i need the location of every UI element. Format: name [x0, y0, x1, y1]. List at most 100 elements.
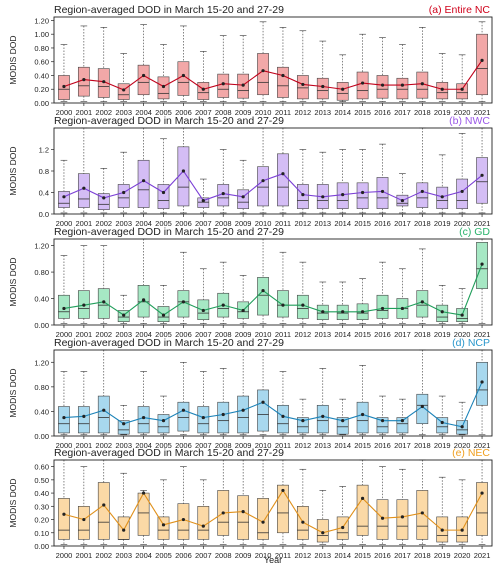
y-tick-label: 0.10 — [34, 529, 49, 538]
y-tick-label: 0.00 — [34, 542, 49, 551]
mean-point — [321, 531, 325, 535]
box-2000 — [58, 406, 70, 434]
x-tick-label: 2000 — [56, 551, 73, 560]
box-2020 — [456, 178, 469, 209]
panel-title: Region-averaged DOD in March 15-20 and 2… — [54, 337, 284, 349]
x-tick-label: 2002 — [95, 551, 112, 560]
mean-point — [82, 303, 86, 307]
panel-4: Region-averaged DOD in March 15-20 and 2… — [8, 337, 493, 450]
y-tick-label: 0.80 — [34, 383, 49, 392]
mean-point — [301, 520, 305, 524]
mean-point — [141, 298, 146, 302]
box-2018 — [416, 393, 429, 425]
x-tick-label: 2012 — [295, 330, 312, 339]
x-tick-label: 2019 — [434, 108, 451, 117]
x-tick-label: 2004 — [135, 108, 152, 117]
mean-point — [82, 517, 86, 522]
mean-point — [201, 524, 205, 528]
x-tick-label: 2013 — [314, 219, 331, 228]
mean-point — [360, 412, 365, 417]
x-tick-label: 2008 — [215, 108, 232, 117]
x-tick-label: 2003 — [115, 219, 132, 228]
panel-title: Region-averaged DOD in March 15-20 and 2… — [54, 4, 284, 16]
box-2021 — [476, 482, 488, 536]
y-tick-label: 0.40 — [34, 407, 49, 416]
mean-point — [420, 300, 424, 304]
box-2007 — [197, 406, 210, 434]
x-tick-label: 2003 — [115, 108, 132, 117]
x-tick-label: 2006 — [175, 551, 192, 560]
x-tick-label: 2013 — [314, 108, 331, 117]
x-tick-label: 2002 — [95, 219, 112, 228]
mean-point — [440, 310, 444, 314]
mean-point — [341, 87, 345, 91]
x-tick-label: 2015 — [354, 551, 371, 560]
box-2020 — [456, 83, 469, 100]
x-tick-label: 2020 — [454, 330, 471, 339]
x-tick-label: 2009 — [235, 330, 252, 339]
x-tick-label: 2019 — [434, 551, 451, 560]
mean-point — [321, 310, 325, 314]
x-tick-label: 2017 — [394, 219, 411, 228]
x-tick-label: 2000 — [56, 219, 73, 228]
mean-point — [380, 419, 385, 423]
x-tick-label: 2010 — [255, 441, 272, 450]
box-2021 — [476, 157, 488, 204]
box-2011 — [277, 153, 289, 207]
y-tick-label: 0.40 — [34, 489, 49, 498]
mean-point — [161, 419, 166, 423]
y-tick-label: 0.00 — [34, 432, 49, 441]
box-2021 — [476, 33, 488, 96]
box-2015 — [356, 484, 369, 536]
mean-point — [122, 422, 126, 426]
x-tick-label: 2000 — [56, 441, 73, 450]
y-tick-label: 0.0 — [39, 210, 49, 219]
box-2017 — [396, 417, 409, 434]
x-tick-label: 2020 — [454, 551, 471, 560]
mean-series-line — [63, 381, 483, 428]
x-tick-label: 2004 — [135, 551, 152, 560]
box-2015 — [356, 71, 369, 100]
mean-point — [82, 414, 86, 418]
y-tick-label: 0.80 — [34, 44, 49, 53]
panel-title: Region-averaged DOD in March 15-20 and 2… — [54, 447, 284, 459]
box-2017 — [396, 77, 409, 100]
mean-point — [440, 87, 444, 91]
box-2002 — [97, 193, 110, 210]
mean-point — [261, 400, 265, 404]
mean-series-line — [63, 60, 483, 91]
mean-point — [440, 420, 444, 425]
box-2014 — [336, 82, 349, 101]
mean-point — [420, 511, 424, 515]
y-tick-label: 0.60 — [34, 58, 49, 67]
mean-point — [380, 83, 385, 87]
mean-point — [141, 415, 146, 420]
box-2018 — [416, 490, 429, 540]
x-tick-label: 2010 — [255, 330, 272, 339]
x-tick-label: 2016 — [374, 330, 391, 339]
mean-point — [480, 58, 484, 62]
x-tick-label: 2005 — [155, 330, 172, 339]
x-tick-label: 2014 — [334, 108, 351, 117]
mean-point — [341, 310, 345, 314]
y-tick-label: 0.30 — [34, 502, 49, 511]
x-tick-label: 2014 — [334, 330, 351, 339]
x-tick-label: 2017 — [394, 108, 411, 117]
mean-point — [122, 190, 126, 195]
x-tick-label: 2019 — [434, 219, 451, 228]
mean-point — [460, 313, 464, 317]
mean-point — [301, 82, 305, 87]
plot-frame — [53, 127, 493, 215]
x-tick-label: 2008 — [215, 330, 232, 339]
y-tick-label: 0.20 — [34, 516, 49, 525]
mean-point — [301, 419, 305, 423]
x-tick-label: 2007 — [195, 330, 212, 339]
mean-point — [241, 308, 245, 313]
y-tick-label: 1.20 — [34, 16, 49, 25]
y-tick-label: 1.00 — [34, 30, 49, 39]
x-tick-label: 2019 — [434, 441, 451, 450]
mean-point — [420, 189, 424, 194]
x-tick-label: 2004 — [135, 219, 152, 228]
x-tick-label: 2020 — [454, 108, 471, 117]
mean-point — [161, 313, 166, 317]
